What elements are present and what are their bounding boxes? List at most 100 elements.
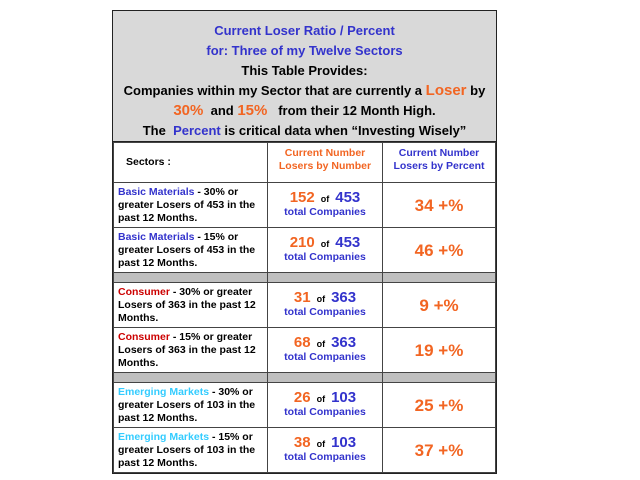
percent-cell: 37 +% [382, 427, 496, 473]
line1: Companies within my Sector that are curr… [113, 81, 496, 101]
percent-value: 37 [414, 440, 434, 460]
percent-suffix: +% [438, 340, 464, 360]
separator-cell [267, 272, 383, 283]
total-label: total Companies [284, 206, 366, 218]
number-cell: 38 of 103 total Companies [267, 427, 383, 473]
sector-cell: Basic Materials - 30% or greater Losers … [113, 182, 268, 228]
intro: This Table Provides: [241, 63, 368, 78]
percent-suffix: +% [438, 240, 464, 260]
separator-row [113, 372, 496, 383]
number-cell: 152 of 453 total Companies [267, 182, 383, 228]
sector-description: - 15% or greater Losers of 103 in the pa… [118, 430, 256, 469]
total-label: total Companies [284, 251, 366, 263]
percent-cell: 46 +% [382, 227, 496, 273]
total-label: total Companies [284, 451, 366, 463]
separator-cell [113, 272, 268, 283]
number-cell: 210 of 453 total Companies [267, 227, 383, 273]
sector-name: Consumer [118, 285, 170, 298]
table-header: Current Loser Ratio / Percent for: Three… [113, 11, 496, 142]
text: Companies within my Sector that are curr… [123, 83, 423, 98]
percent-value: 46 [414, 240, 434, 260]
text: by [470, 83, 486, 98]
sector-description: - 15% or greater Losers of 363 in the pa… [118, 330, 256, 369]
separator-cell [267, 372, 383, 383]
losers-count: 26 [293, 389, 311, 406]
column-header: Current Number Losers by Number [267, 142, 383, 183]
separator-cell [113, 372, 268, 383]
losers-count: 152 [289, 189, 315, 206]
percent-suffix: +% [438, 195, 464, 215]
count-line: 38 of 103 [272, 434, 378, 451]
text: is critical data when “Investing Wisely” [224, 123, 467, 138]
count-line: 210 of 453 [272, 234, 378, 251]
separator-cell [382, 272, 496, 283]
percent-value: 19 [414, 340, 434, 360]
total-count: 363 [331, 334, 357, 351]
total-label: total Companies [284, 406, 366, 418]
percent-value: 25 [414, 395, 434, 415]
text: The [142, 123, 166, 138]
highlight: Loser [425, 82, 467, 99]
sector-description: - 30% or greater Losers of 103 in the pa… [118, 385, 256, 424]
of-word: of [316, 294, 326, 304]
table-body: Sectors : Current Number Losers by Numbe… [113, 142, 496, 473]
count-line: 26 of 103 [272, 389, 378, 406]
data-row: Basic Materials - 30% or greater Losers … [113, 182, 496, 228]
total-count: 103 [331, 389, 357, 406]
data-row: Emerging Markets - 30% or greater Losers… [113, 382, 496, 428]
of-word: of [316, 394, 326, 404]
separator-row [113, 272, 496, 283]
total-count: 103 [331, 434, 357, 451]
percent-suffix: +% [433, 295, 459, 315]
text: and [210, 103, 234, 118]
data-row: Basic Materials - 15% or greater Losers … [113, 227, 496, 273]
total-count: 363 [331, 289, 357, 306]
sector-cell: Basic Materials - 15% or greater Losers … [113, 227, 268, 273]
highlight: 15% [237, 102, 268, 119]
highlight: 30% [173, 102, 204, 119]
of-word: of [316, 339, 326, 349]
losers-count: 210 [289, 234, 315, 251]
title: Current Loser Ratio / Percent [214, 23, 395, 38]
sector-description: - 15% or greater Losers of 453 in the pa… [118, 230, 256, 269]
column-header-row: Sectors : Current Number Losers by Numbe… [113, 142, 496, 183]
percent-cell: 19 +% [382, 327, 496, 373]
column-header: Current Number Losers by Percent [382, 142, 496, 183]
sector-name: Basic Materials [118, 230, 195, 243]
separator-cell [382, 372, 496, 383]
sector-description: - 30% or greater Losers of 363 in the pa… [118, 285, 256, 324]
count-line: 31 of 363 [272, 289, 378, 306]
column-header: Sectors : [113, 142, 268, 183]
percent-value: 34 [414, 195, 434, 215]
loser-table: Current Loser Ratio / Percent for: Three… [112, 10, 497, 474]
line2: 30% and 15% from their 12 Month High. [113, 101, 496, 121]
losers-count: 38 [293, 434, 311, 451]
count-line: 68 of 363 [272, 334, 378, 351]
sector-cell: Emerging Markets - 15% or greater Losers… [113, 427, 268, 473]
percent-cell: 34 +% [382, 182, 496, 228]
percent-suffix: +% [438, 440, 464, 460]
losers-count: 68 [293, 334, 311, 351]
of-word: of [320, 194, 330, 204]
number-cell: 68 of 363 total Companies [267, 327, 383, 373]
of-word: of [316, 439, 326, 449]
subtitle: for: Three of my Twelve Sectors [206, 43, 403, 58]
count-line: 152 of 453 [272, 189, 378, 206]
percent-suffix: +% [438, 395, 464, 415]
sector-cell: Consumer - 15% or greater Losers of 363 … [113, 327, 268, 373]
sector-name: Basic Materials [118, 185, 195, 198]
total-label: total Companies [284, 306, 366, 318]
sector-description: - 30% or greater Losers of 453 in the pa… [118, 185, 256, 224]
sector-cell: Emerging Markets - 30% or greater Losers… [113, 382, 268, 428]
sector-cell: Consumer - 30% or greater Losers of 363 … [113, 282, 268, 328]
sector-name: Emerging Markets [118, 385, 210, 398]
data-row: Consumer - 15% or greater Losers of 363 … [113, 327, 496, 373]
text: from their 12 Month High. [278, 103, 436, 118]
total-count: 453 [335, 234, 361, 251]
number-cell: 31 of 363 total Companies [267, 282, 383, 328]
data-row: Consumer - 30% or greater Losers of 363 … [113, 282, 496, 328]
percent-cell: 9 +% [382, 282, 496, 328]
sector-name: Emerging Markets [118, 430, 210, 443]
data-row: Emerging Markets - 15% or greater Losers… [113, 427, 496, 473]
